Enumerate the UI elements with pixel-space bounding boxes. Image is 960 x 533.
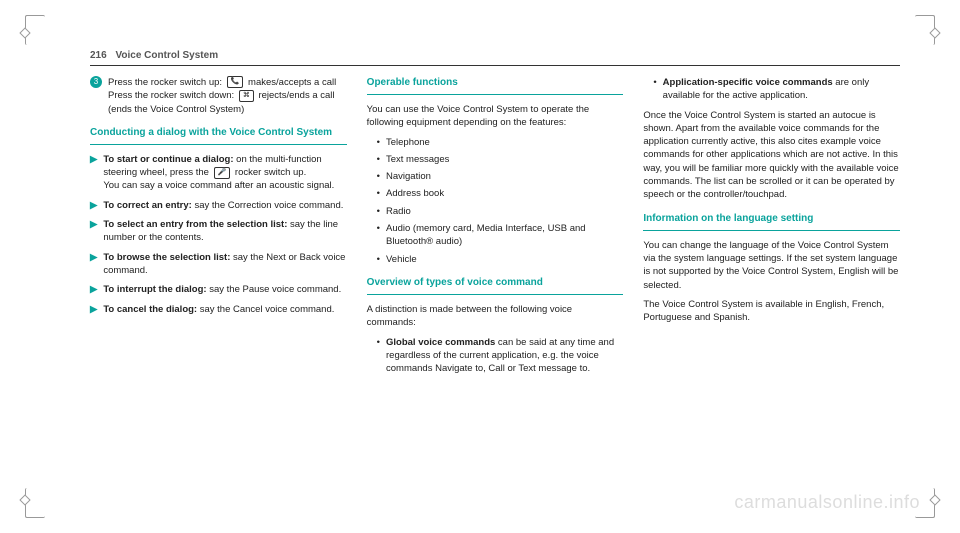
list-item: •Navigation <box>367 170 624 183</box>
paragraph: You can use the Voice Control System to … <box>367 103 624 130</box>
bullet-icon: • <box>377 170 380 183</box>
section-rule <box>90 144 347 145</box>
paragraph: A distinction is made between the follow… <box>367 303 624 330</box>
bullet-icon: • <box>653 76 656 103</box>
phone-up-icon: 📞 <box>227 76 244 88</box>
column-2: Operable functions You can use the Voice… <box>367 76 624 379</box>
paragraph: Once the Voice Control System is started… <box>643 109 900 202</box>
section-rule <box>367 94 624 95</box>
list-item: •Application-specific voice commands are… <box>643 76 900 103</box>
arrow-icon: ▶ <box>90 199 97 212</box>
list-item: •Audio (memory card, Media Interface, US… <box>367 222 624 249</box>
section-heading: Information on the language setting <box>643 212 900 226</box>
bullet-icon: • <box>377 136 380 149</box>
page-header: 216 Voice Control System <box>90 50 900 61</box>
bullet-icon: • <box>377 253 380 266</box>
bullet-icon: • <box>377 336 380 376</box>
step-item: ▶ To interrupt the dialog: say the Pause… <box>90 283 347 296</box>
bullet-icon: • <box>377 205 380 218</box>
section-heading: Operable functions <box>367 76 624 90</box>
list-item: •Address book <box>367 187 624 200</box>
bullet-icon: • <box>377 187 380 200</box>
list-item: •Radio <box>367 205 624 218</box>
column-3: •Application-specific voice commands are… <box>643 76 900 379</box>
page-title: Voice Control System <box>115 50 218 61</box>
step-item: ▶ To correct an entry: say the Correctio… <box>90 199 347 212</box>
crop-mark-bl <box>25 488 45 518</box>
arrow-icon: ▶ <box>90 153 97 193</box>
section-rule <box>643 230 900 231</box>
header-rule <box>90 65 900 66</box>
content-columns: 3 Press the rocker switch up: 📞 makes/ac… <box>90 76 900 379</box>
arrow-icon: ▶ <box>90 251 97 278</box>
paragraph: The Voice Control System is available in… <box>643 298 900 325</box>
voice-icon: 🎤 <box>214 167 231 179</box>
section-rule <box>367 294 624 295</box>
bullet-icon: • <box>377 222 380 249</box>
item-content: Press the rocker switch up: 📞 makes/acce… <box>108 76 347 116</box>
numbered-item-3: 3 Press the rocker switch up: 📞 makes/ac… <box>90 76 347 116</box>
section-heading: Conducting a dialog with the Voice Contr… <box>90 126 347 140</box>
page-body: 216 Voice Control System 3 Press the roc… <box>90 50 900 483</box>
watermark: carmanualsonline.info <box>734 492 920 513</box>
list-item: •Vehicle <box>367 253 624 266</box>
step-item: ▶ To browse the selection list: say the … <box>90 251 347 278</box>
phone-down-icon: ⌘ <box>239 90 254 102</box>
step-item: ▶ To cancel the dialog: say the Cancel v… <box>90 303 347 316</box>
arrow-icon: ▶ <box>90 218 97 245</box>
step-item: ▶ To select an entry from the selection … <box>90 218 347 245</box>
arrow-icon: ▶ <box>90 283 97 296</box>
paragraph: You can change the language of the Voice… <box>643 239 900 292</box>
list-item: •Text messages <box>367 153 624 166</box>
list-item: •Telephone <box>367 136 624 149</box>
step-item: ▶ To start or continue a dialog: on the … <box>90 153 347 193</box>
page-number: 216 <box>90 50 107 61</box>
column-1: 3 Press the rocker switch up: 📞 makes/ac… <box>90 76 347 379</box>
section-heading: Overview of types of voice command <box>367 276 624 290</box>
item-number-icon: 3 <box>90 76 102 88</box>
list-item: •Global voice commands can be said at an… <box>367 336 624 376</box>
bullet-icon: • <box>377 153 380 166</box>
arrow-icon: ▶ <box>90 303 97 316</box>
